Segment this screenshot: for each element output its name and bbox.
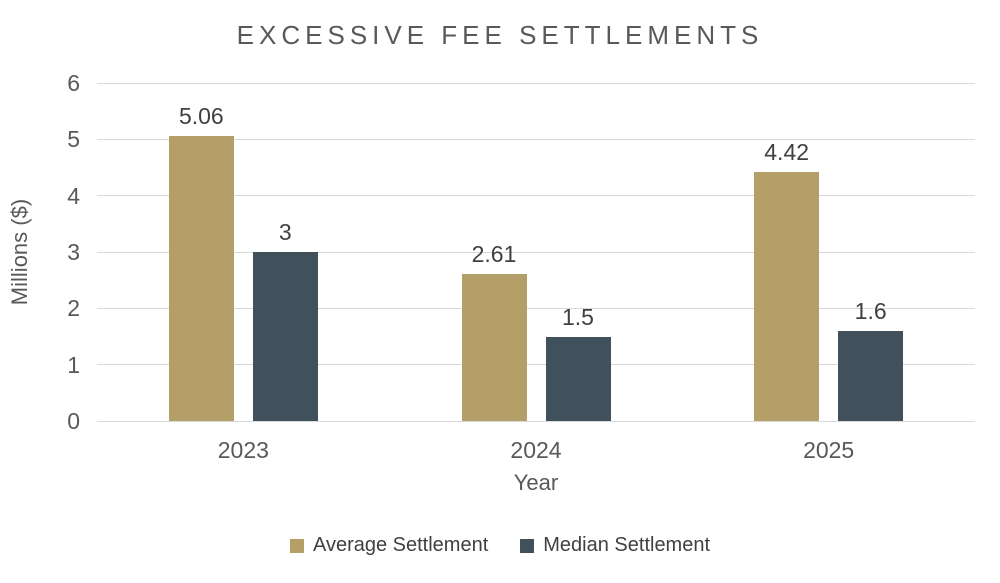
x-tick-label-2025: 2025 [803,437,855,463]
gridline-y-3 [97,251,975,253]
bar-average-settlement-2024 [461,273,527,421]
bar-median-settlement-2023 [252,252,318,421]
y-tick-label: 5 [67,126,80,153]
bar-value-label: 1.5 [562,303,594,330]
plot-area: 5.06 3 2.61 1.5 4.42 1.6 [97,82,975,422]
bar-value-label: 4.42 [764,139,810,165]
gridline-y-4 [97,195,975,197]
x-axis-title: Year [513,470,559,495]
y-tick-label: 0 [67,408,80,434]
y-tick-label: 3 [67,239,80,265]
y-tick-label: 1 [67,351,80,378]
chart-title: EXCESSIVE FEE SETTLEMENTS [236,20,764,50]
legend-swatch-icon [289,538,304,553]
legend-label: Median Settlement [543,534,711,556]
bar-average-settlement-2025 [754,172,820,421]
legend-label: Average Settlement [312,534,489,556]
y-tick-label: 2 [67,295,80,322]
legend: Average Settlement Median Settlement [0,534,1000,557]
y-tick-label: 6 [67,70,80,96]
bar-value-label: 2.61 [471,240,517,267]
x-tick-label-2023: 2023 [217,437,269,463]
gridline-y-2 [97,307,975,309]
gridline-y-5 [97,138,975,140]
y-tick-label: 4 [67,182,80,209]
bar-value-label: 3 [278,219,292,245]
bar-median-settlement-2025 [838,330,904,421]
bar-value-label: 1.6 [854,297,887,324]
bar-value-label: 5.06 [178,102,224,129]
bar-median-settlement-2024 [545,336,611,421]
gridline-y-0 [97,420,975,422]
legend-swatch-icon [520,538,535,553]
bar-average-settlement-2023 [168,135,234,421]
x-tick-label-2024: 2024 [510,437,562,463]
gridline-y-1 [97,364,975,366]
legend-item-average-settlement: Average Settlement [289,534,489,557]
legend-item-median-settlement: Median Settlement [520,534,710,557]
gridline-y-6 [97,82,975,84]
